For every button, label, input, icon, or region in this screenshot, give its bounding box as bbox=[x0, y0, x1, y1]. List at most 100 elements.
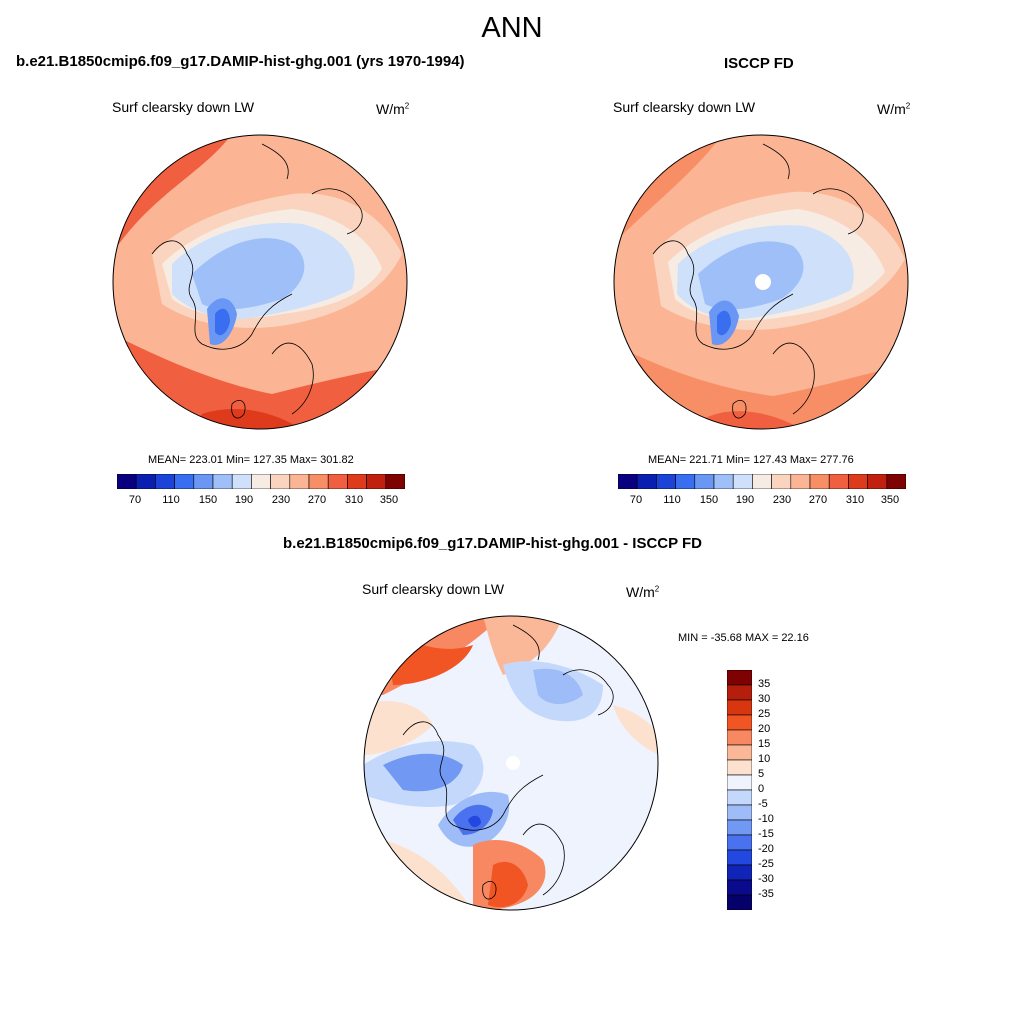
colorbar-swatch bbox=[727, 789, 752, 806]
colorbar-swatch bbox=[727, 759, 752, 776]
model-colorbar-swatches bbox=[117, 474, 405, 489]
colorbar-swatch bbox=[117, 474, 137, 489]
colorbar-swatch bbox=[727, 879, 752, 896]
diff-colorbar bbox=[727, 670, 752, 910]
diff-colorbar-tick: 25 bbox=[758, 708, 771, 720]
model-colorbar-tick: 70 bbox=[128, 494, 142, 506]
colorbar-swatch bbox=[327, 474, 348, 489]
model-colorbar-labels: 70 110 150 190 230 270 310 350 bbox=[117, 494, 405, 508]
colorbar-swatch bbox=[727, 894, 752, 910]
model-polar-map bbox=[112, 134, 408, 430]
colorbar-swatch bbox=[212, 474, 233, 489]
diff-units-label: W/m2 bbox=[626, 584, 660, 600]
model-colorbar-tick: 230 bbox=[271, 494, 291, 506]
diff-colorbar-tick: -15 bbox=[758, 828, 774, 840]
model-colorbar-tick: 110 bbox=[162, 494, 180, 506]
colorbar-swatch bbox=[193, 474, 214, 489]
diff-variable-label: Surf clearsky down LW bbox=[362, 581, 505, 597]
diff-colorbar-tick: -20 bbox=[758, 843, 774, 855]
colorbar-swatch bbox=[727, 670, 752, 686]
colorbar-swatch bbox=[713, 474, 734, 489]
colorbar-swatch bbox=[135, 474, 156, 489]
colorbar-swatch bbox=[656, 474, 676, 489]
colorbar-swatch bbox=[727, 714, 752, 731]
model-colorbar bbox=[117, 474, 405, 489]
colorbar-swatch bbox=[727, 804, 752, 821]
colorbar-swatch bbox=[732, 474, 753, 489]
colorbar-swatch bbox=[155, 474, 175, 489]
colorbar-swatch bbox=[636, 474, 657, 489]
colorbar-swatch bbox=[828, 474, 849, 489]
colorbar-swatch bbox=[727, 849, 752, 866]
colorbar-swatch bbox=[289, 474, 310, 489]
diff-colorbar-tick: 20 bbox=[758, 723, 771, 735]
diff-colorbar-tick: 35 bbox=[758, 678, 771, 690]
obs-colorbar-tick: 70 bbox=[629, 494, 643, 506]
diff-colorbar-tick: 0 bbox=[758, 783, 765, 795]
model-colorbar-tick: 190 bbox=[234, 494, 254, 506]
colorbar-swatch bbox=[848, 474, 868, 489]
diff-colorbar-tick: -30 bbox=[758, 873, 774, 885]
colorbar-swatch bbox=[308, 474, 329, 489]
colorbar-swatch bbox=[231, 474, 252, 489]
obs-panel-title: ISCCP FD bbox=[724, 55, 794, 72]
obs-colorbar-tick: 110 bbox=[663, 494, 681, 506]
obs-polar-map bbox=[613, 134, 909, 430]
colorbar-swatch bbox=[727, 834, 752, 851]
diff-panel-title: b.e21.B1850cmip6.f09_g17.DAMIP-hist-ghg.… bbox=[283, 535, 703, 552]
colorbar-swatch bbox=[174, 474, 195, 489]
diff-stats: MIN = -35.68 MAX = 22.16 bbox=[678, 632, 809, 644]
colorbar-swatch bbox=[727, 774, 752, 791]
diff-colorbar-tick: 15 bbox=[758, 738, 771, 750]
colorbar-swatch bbox=[385, 474, 405, 489]
model-colorbar-tick: 150 bbox=[198, 494, 218, 506]
colorbar-swatch bbox=[790, 474, 811, 489]
colorbar-swatch bbox=[727, 819, 752, 836]
diff-polar-map bbox=[363, 615, 659, 911]
diff-colorbar-labels: 35 30 25 20 15 10 5 0 -5 -10 -15 -20 -25… bbox=[758, 670, 798, 910]
obs-colorbar-tick: 190 bbox=[735, 494, 755, 506]
obs-colorbar-tick: 350 bbox=[880, 494, 900, 506]
main-title: ANN bbox=[481, 12, 543, 44]
obs-colorbar-swatches bbox=[618, 474, 906, 489]
obs-colorbar-tick: 310 bbox=[845, 494, 865, 506]
model-panel-title: b.e21.B1850cmip6.f09_g17.DAMIP-hist-ghg.… bbox=[16, 53, 465, 70]
diff-colorbar-tick: 10 bbox=[758, 753, 771, 765]
diff-colorbar-tick: -10 bbox=[758, 813, 774, 825]
obs-variable-label: Surf clearsky down LW bbox=[613, 99, 756, 115]
model-colorbar-tick: 310 bbox=[344, 494, 364, 506]
obs-units-label: W/m2 bbox=[877, 101, 911, 117]
colorbar-swatch bbox=[727, 864, 752, 881]
diff-colorbar-tick: 5 bbox=[758, 768, 765, 780]
diff-colorbar-tick: 30 bbox=[758, 693, 771, 705]
colorbar-swatch bbox=[727, 699, 752, 716]
colorbar-swatch bbox=[809, 474, 830, 489]
obs-colorbar-labels: 70 110 150 190 230 270 310 350 bbox=[618, 494, 906, 508]
colorbar-swatch bbox=[251, 474, 271, 489]
colorbar-swatch bbox=[366, 474, 387, 489]
obs-colorbar bbox=[618, 474, 906, 489]
colorbar-swatch bbox=[675, 474, 696, 489]
model-stats: MEAN= 223.01 Min= 127.35 Max= 301.82 bbox=[148, 454, 354, 466]
colorbar-swatch bbox=[694, 474, 715, 489]
model-colorbar-tick: 270 bbox=[307, 494, 327, 506]
diff-colorbar-tick: -35 bbox=[758, 888, 774, 900]
model-colorbar-tick: 350 bbox=[379, 494, 399, 506]
diff-colorbar-swatches bbox=[727, 670, 752, 910]
colorbar-swatch bbox=[270, 474, 291, 489]
colorbar-swatch bbox=[347, 474, 367, 489]
colorbar-swatch bbox=[867, 474, 888, 489]
colorbar-swatch bbox=[727, 729, 752, 746]
colorbar-swatch bbox=[771, 474, 792, 489]
colorbar-swatch bbox=[752, 474, 772, 489]
diff-colorbar-tick: -5 bbox=[758, 798, 768, 810]
obs-colorbar-tick: 270 bbox=[808, 494, 828, 506]
colorbar-swatch bbox=[727, 684, 752, 701]
model-variable-label: Surf clearsky down LW bbox=[112, 99, 255, 115]
obs-colorbar-tick: 150 bbox=[699, 494, 719, 506]
colorbar-swatch bbox=[886, 474, 906, 489]
model-units-label: W/m2 bbox=[376, 101, 410, 117]
diff-colorbar-tick: -25 bbox=[758, 858, 774, 870]
colorbar-swatch bbox=[727, 744, 752, 761]
colorbar-swatch bbox=[618, 474, 638, 489]
